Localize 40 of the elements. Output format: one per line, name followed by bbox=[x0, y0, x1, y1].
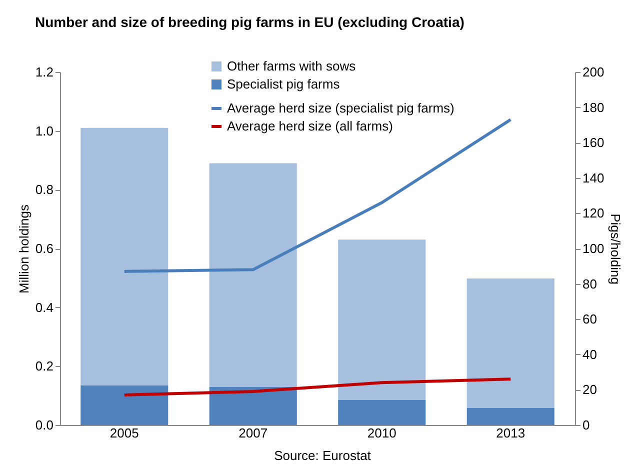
line-series bbox=[122, 378, 512, 396]
y2-tick-label: 100 bbox=[582, 241, 604, 256]
y2-tick-label: 200 bbox=[582, 64, 604, 80]
bar bbox=[338, 240, 426, 400]
y-tick-label: 1.2 bbox=[35, 64, 54, 80]
y2-tick-label: 40 bbox=[582, 346, 597, 362]
y2-tick-label: 180 bbox=[582, 100, 604, 115]
legend-label: Other farms with sows bbox=[227, 58, 356, 74]
y2-tick-label: 120 bbox=[582, 206, 604, 221]
y2-axis-title: Pigs/holding bbox=[608, 214, 624, 284]
y-axis-title: Million holdings bbox=[16, 204, 32, 294]
y2-tick-label: 20 bbox=[582, 382, 597, 398]
x-tick-label: 2007 bbox=[238, 426, 268, 440]
line-series bbox=[122, 118, 512, 273]
bar bbox=[80, 128, 168, 386]
x-tick-label: 2010 bbox=[367, 426, 396, 440]
bar bbox=[209, 386, 297, 425]
bar bbox=[466, 278, 554, 408]
y-tick-label: 0.4 bbox=[35, 300, 54, 315]
legend-label: Average herd size (all farms) bbox=[227, 118, 393, 134]
bar bbox=[80, 385, 168, 425]
y-tick-label: 0.6 bbox=[35, 241, 54, 256]
y-tick-label: 1.0 bbox=[35, 123, 54, 138]
bar bbox=[338, 400, 426, 425]
y-tick-label: 0.8 bbox=[35, 182, 54, 198]
y2-tick-label: 160 bbox=[582, 135, 604, 150]
y2-tick-label: 80 bbox=[582, 276, 597, 292]
legend-label: Average herd size (specialist pig farms) bbox=[227, 100, 454, 116]
source-note: Source: Eurostat bbox=[273, 448, 372, 463]
bar bbox=[466, 408, 554, 425]
x-tick-label: 2005 bbox=[110, 426, 139, 440]
legend-label: Specialist pig farms bbox=[227, 76, 340, 92]
y2-tick-label: 0 bbox=[582, 418, 590, 432]
y2-tick-label: 60 bbox=[582, 312, 597, 327]
y-tick-label: 0.0 bbox=[35, 418, 54, 432]
chart-title: Number and size of breeding pig farms in EU (excluding Croatia) bbox=[35, 14, 464, 30]
y-tick-label: 0.2 bbox=[35, 358, 54, 374]
bar bbox=[209, 163, 297, 387]
x-tick-label: 2013 bbox=[496, 426, 526, 440]
y2-tick-label: 140 bbox=[582, 170, 604, 186]
